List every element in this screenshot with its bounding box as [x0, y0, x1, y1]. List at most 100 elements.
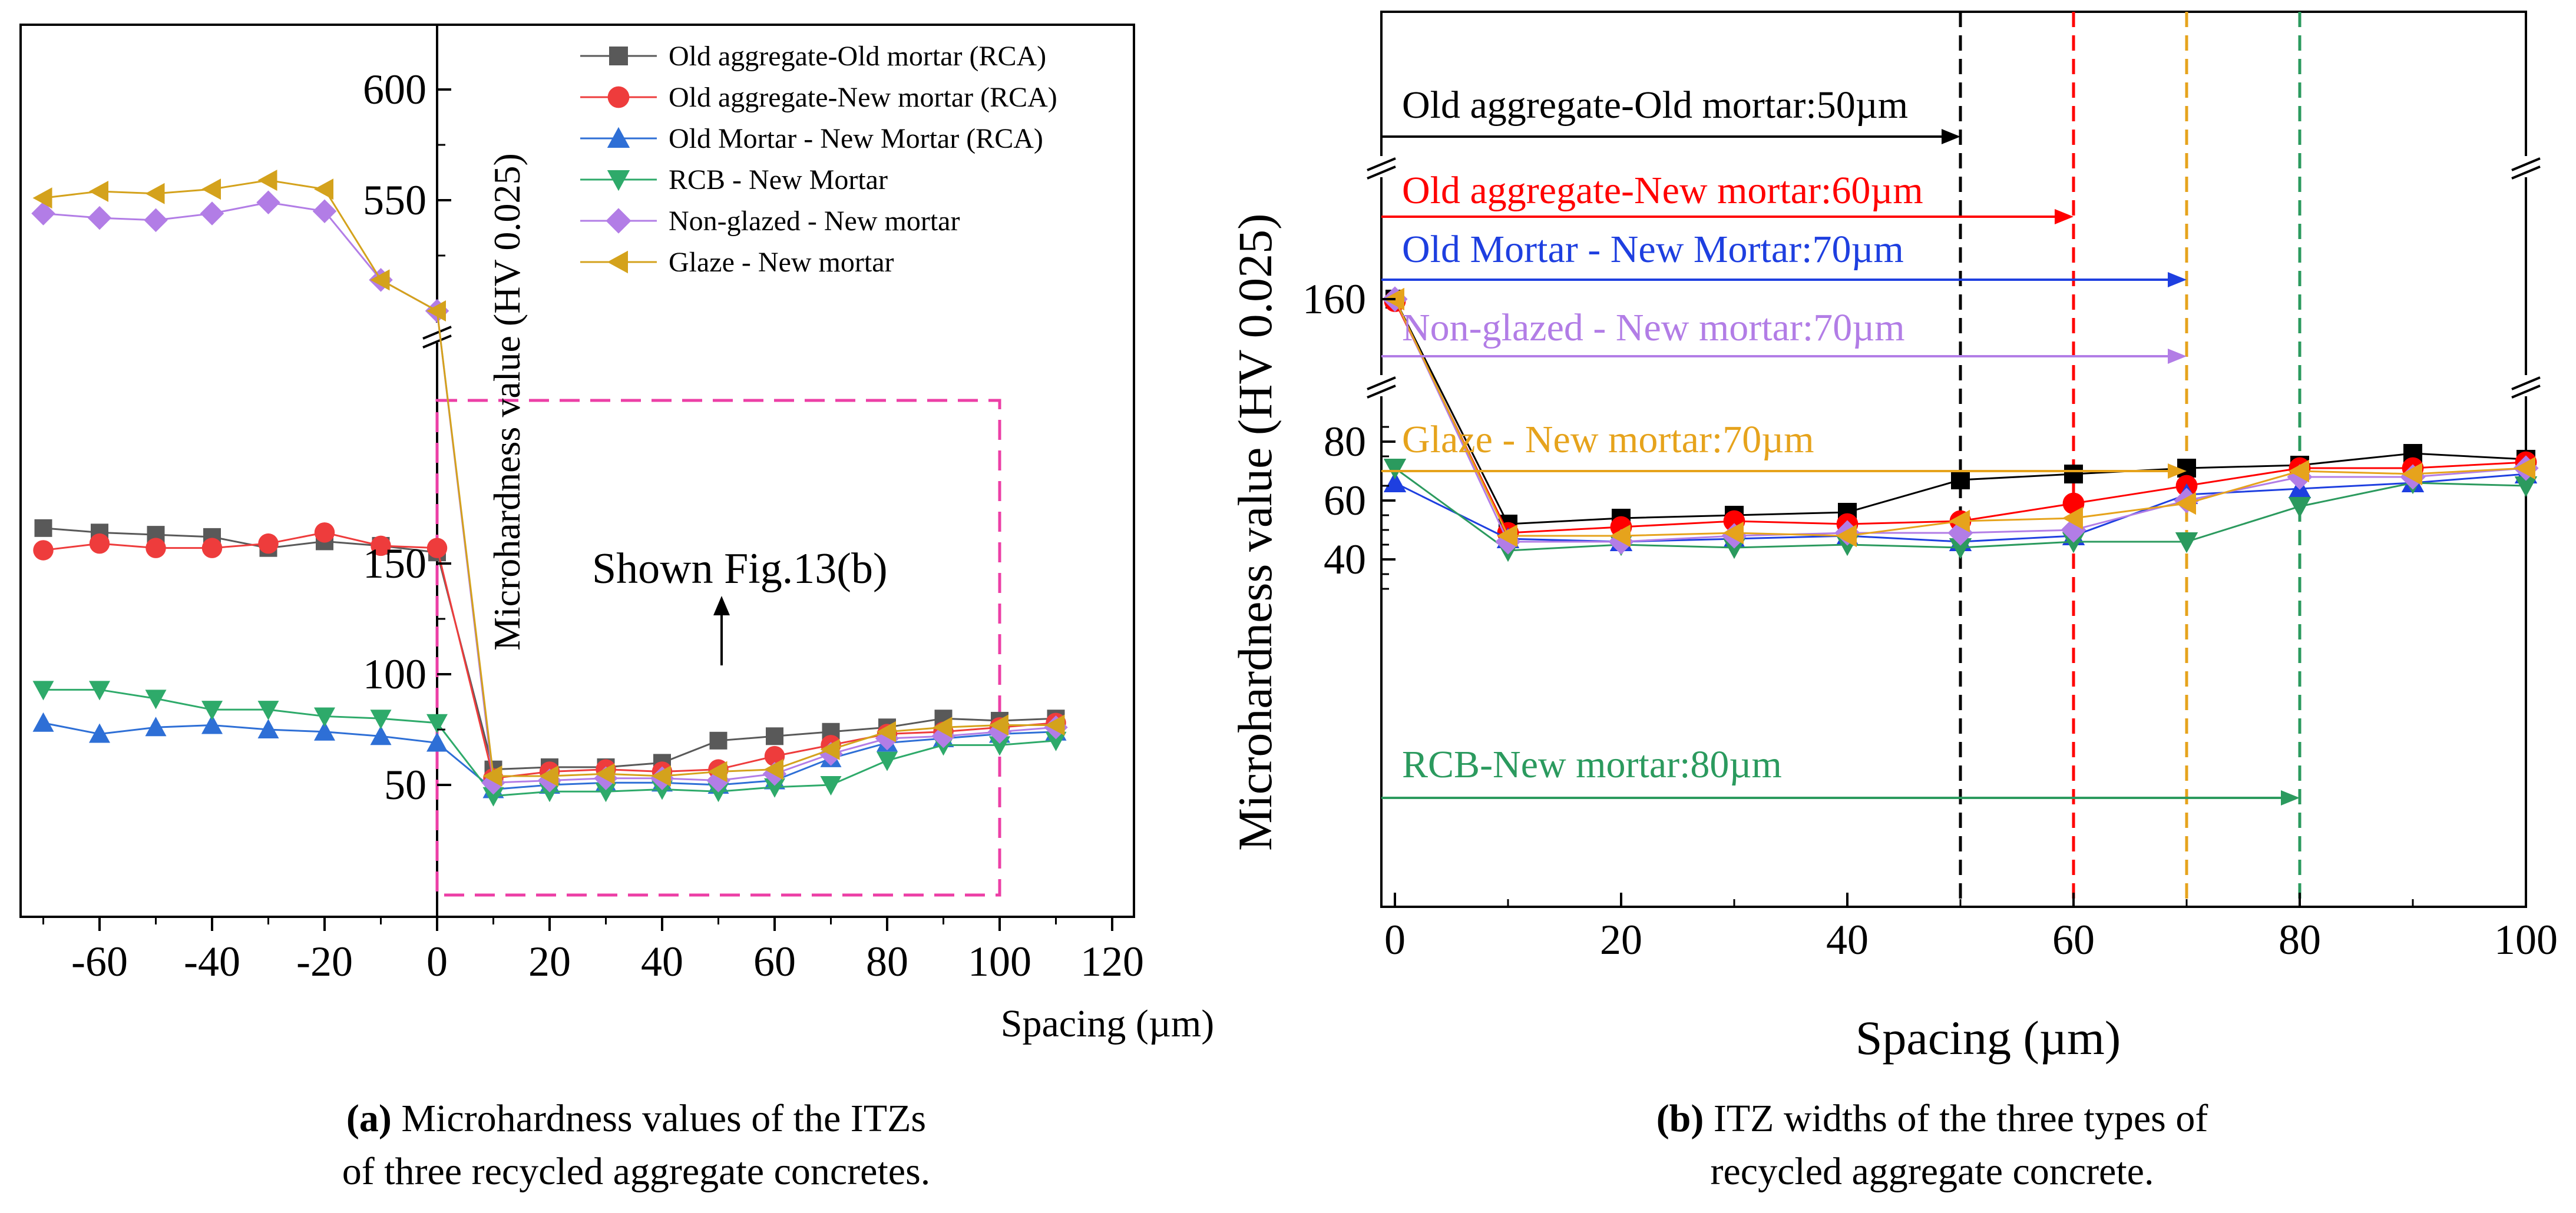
caption-a: (a) Microhardness values of the ITZs of … [224, 1092, 1049, 1198]
chart-b-point [1836, 524, 1857, 548]
chart-a-legend: Old aggregate-Old mortar (RCA) Old aggreg… [580, 41, 1057, 278]
chart-a-point [32, 681, 54, 701]
chart-a-x-tick-label: 40 [641, 938, 683, 985]
chart-a-x-tick-label: -40 [184, 938, 240, 985]
chart-a-point [314, 721, 335, 741]
chart-b-itz-markers [1959, 12, 2301, 907]
chart-b-axis-break-mark [1367, 157, 1396, 171]
chart-a-point [539, 783, 560, 803]
chart-a-plot-border [19, 24, 1135, 918]
chart-a-annotation-arrow-head [713, 596, 730, 615]
chart-a-point [201, 701, 223, 721]
chart-b-y-tick-label: 60 [1324, 477, 1366, 524]
chart-b-y-tick-label: 40 [1324, 536, 1366, 583]
chart-b-itz-label: Non-glazed - New mortar:70µm [1402, 306, 1905, 349]
chart-b-itz-arrow-head [2055, 209, 2074, 224]
chart-a-point [87, 206, 112, 230]
chart-b-itz-label: Old aggregate-New mortar:60µm [1402, 169, 1923, 212]
chart-a-point [314, 178, 333, 200]
chart-b-x-tick-label: 60 [2052, 916, 2095, 963]
chart-a-point [31, 201, 55, 226]
chart-b-x-tick-label: 80 [2279, 916, 2321, 963]
chart-a-x-tick-label: 120 [1080, 938, 1144, 985]
caption-a-text-1: Microhardness values of the ITZs [391, 1097, 927, 1140]
chart-b-itz-arrow-head [2168, 272, 2187, 287]
chart-a-highlight-box-rect [435, 399, 1001, 897]
chart-b-axis-break-mark [1367, 165, 1396, 180]
chart-b-point [1383, 471, 1407, 492]
chart-b-point [1383, 459, 1407, 480]
chart-b-point [2064, 465, 2083, 483]
chart-b-point [1722, 521, 1744, 545]
chart-a-axis-break-mark [422, 326, 452, 340]
chart-a-legend-label: Glaze - New mortar [669, 247, 894, 278]
chart-b-point [2062, 492, 2085, 515]
chart-a-point [539, 765, 558, 787]
chart-a-point [257, 170, 277, 191]
chart-a-point [256, 190, 280, 215]
chart-a-point [89, 533, 110, 554]
chart-a-point [200, 201, 224, 226]
chart-b-itz-arrow-head [2168, 463, 2187, 479]
chart-b-itz-label: Old Mortar - New Mortar:70µm [1402, 228, 1904, 271]
chart-a-legend-label: Old aggregate-New mortar (RCA) [669, 82, 1057, 113]
chart-a-point [89, 180, 108, 202]
chart-b-x-tick-label: 0 [1384, 916, 1406, 963]
chart-a-y-tick-label: 600 [363, 66, 426, 113]
chart-b-y-axis-title: Microhardness value (HV 0.025) [1228, 214, 1282, 851]
chart-a-point [34, 519, 52, 537]
chart-a-series-6 [32, 170, 1065, 787]
chart-b-itz-arrow-head [2168, 349, 2187, 364]
chart-a-point [989, 714, 1008, 736]
chart-b-point [2514, 456, 2535, 480]
chart-a-series-group [31, 170, 1068, 807]
caption-a-label: (a) [346, 1097, 392, 1140]
chart-a-point [707, 783, 729, 803]
chart-a-axis-break-mark [422, 334, 452, 349]
chart-a-point [1045, 731, 1067, 751]
caption-b-label: (b) [1656, 1097, 1704, 1140]
chart-a-legend-label: RCB - New Mortar [669, 164, 888, 195]
caption-a-line-1: (a) Microhardness values of the ITZs [224, 1092, 1049, 1145]
chart-b-y-tick-label: 80 [1324, 418, 1366, 465]
chart-a-y-tick-label: 50 [384, 761, 426, 808]
chart-a-point [144, 208, 168, 233]
chart-a-highlight-box [435, 399, 1001, 897]
chart-a-point [482, 765, 502, 787]
chart-a-y-tick-label: 150 [363, 540, 426, 587]
chart-a-point [652, 765, 671, 787]
chart-a-x-tick-label: 20 [528, 938, 571, 985]
chart-a-point [426, 714, 448, 734]
chart-a-point [201, 178, 221, 200]
chart-b-axis-break-mark [1367, 376, 1396, 390]
chart-a-x-tick-label: 0 [426, 938, 448, 985]
chart-a-point [201, 538, 223, 558]
chart-a-x-axis-title: Spacing (µm) [1001, 1002, 1214, 1045]
chart-a-legend-marker [607, 86, 630, 108]
chart-b-x-tick-label: 20 [1600, 916, 1642, 963]
chart-a-point [146, 538, 166, 558]
chart-b-axis-break-mark [2511, 385, 2541, 399]
chart-a-legend-marker [606, 208, 631, 234]
chart-b-x-tick-label: 100 [2494, 916, 2558, 963]
chart-a-legend-marker [607, 250, 628, 274]
chart-b-point [2062, 506, 2083, 530]
caption-b: (b) ITZ widths of the three types of rec… [1520, 1092, 2344, 1198]
chart-a-point [877, 751, 898, 771]
chart-a-legend-label: Old aggregate-Old mortar (RCA) [669, 41, 1046, 72]
chart-a-point [426, 732, 448, 752]
chart-b-point [1951, 470, 1970, 489]
chart-a-legend-label: Old Mortar - New Mortar (RCA) [669, 123, 1043, 154]
chart-a-x-tick-label: 80 [866, 938, 908, 985]
chart-a-point [1045, 714, 1065, 736]
chart-a-legend-label: Non-glazed - New mortar [669, 206, 960, 237]
caption-b-line-1: (b) ITZ widths of the three types of [1520, 1092, 2344, 1145]
chart-a-point [426, 300, 446, 322]
chart-a-point [595, 783, 617, 803]
chart-b-axis-break-gap [1368, 156, 1394, 177]
chart-b-ticks: 0 20 40 60 80 100 40 60 80 160 [1302, 276, 2558, 963]
chart-a-point [370, 710, 392, 730]
chart-b-point [2177, 459, 2196, 478]
